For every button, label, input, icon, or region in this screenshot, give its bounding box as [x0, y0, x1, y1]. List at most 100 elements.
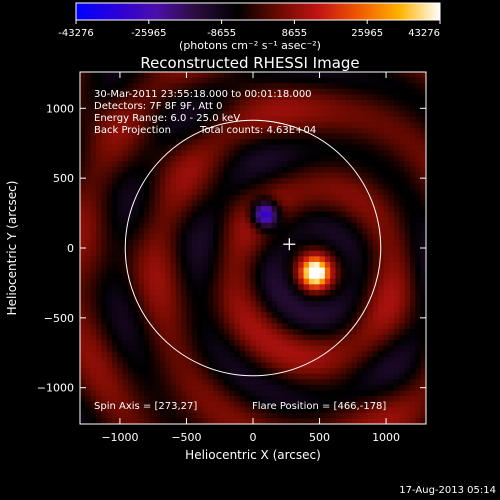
- heatmap-cell: [170, 166, 177, 174]
- heatmap-cell: [420, 289, 426, 297]
- heatmap-cell: [319, 122, 326, 129]
- heatmap-cell: [101, 144, 108, 151]
- heatmap-cell: [383, 390, 390, 397]
- heatmap-cell: [218, 340, 225, 347]
- heatmap-cell: [330, 250, 337, 257]
- heatmap-cell: [239, 111, 246, 118]
- heatmap-cell: [229, 111, 235, 118]
- heatmap-cell: [170, 295, 177, 302]
- heatmap-cell: [420, 122, 426, 129]
- heatmap-cell: [175, 312, 182, 319]
- heatmap-cell: [170, 150, 177, 157]
- heatmap-cell: [388, 139, 395, 146]
- heatmap-cell: [399, 239, 406, 246]
- heatmap-cell: [351, 200, 358, 207]
- heatmap-cell: [186, 161, 193, 168]
- heatmap-cell: [202, 306, 209, 313]
- heatmap-cell: [276, 345, 283, 352]
- heatmap-cell: [271, 77, 278, 84]
- heatmap-cell: [346, 356, 353, 364]
- heatmap-cell: [319, 273, 326, 280]
- heatmap-cell: [335, 407, 342, 414]
- heatmap-cell: [410, 278, 416, 285]
- heatmap-cell: [223, 256, 230, 263]
- heatmap-cell: [181, 396, 188, 403]
- heatmap-cell: [80, 144, 86, 151]
- heatmap-cell: [255, 418, 262, 424]
- heatmap-cell: [117, 278, 124, 285]
- heatmap-cell: [410, 356, 416, 364]
- heatmap-cell: [90, 362, 97, 369]
- heatmap-cell: [143, 150, 150, 157]
- heatmap-cell: [250, 329, 257, 336]
- heatmap-cell: [276, 144, 283, 151]
- heatmap-cell: [298, 206, 305, 213]
- heatmap-cell: [223, 390, 230, 397]
- heatmap-cell: [319, 301, 326, 308]
- heatmap-cell: [399, 418, 406, 424]
- heatmap-cell: [319, 161, 326, 168]
- heatmap-cell: [319, 312, 326, 319]
- heatmap-cell: [138, 183, 145, 190]
- heatmap-cell: [271, 256, 278, 263]
- heatmap-cell: [234, 111, 241, 118]
- heatmap-cell: [138, 368, 145, 375]
- heatmap-cell: [133, 312, 140, 319]
- heatmap-cell: [314, 256, 321, 263]
- heatmap-cell: [143, 384, 150, 392]
- heatmap-cell: [410, 256, 416, 263]
- heatmap-cell: [415, 267, 422, 274]
- heatmap-cell: [95, 133, 102, 140]
- heatmap-cell: [223, 301, 230, 308]
- heatmap-cell: [186, 178, 193, 185]
- heatmap-cell: [303, 323, 310, 330]
- heatmap-cell: [218, 105, 225, 112]
- heatmap-cell: [308, 172, 315, 179]
- heatmap-cell: [388, 206, 395, 213]
- heatmap-cell: [335, 317, 342, 325]
- heatmap-cell: [378, 295, 385, 302]
- heatmap-cell: [197, 133, 204, 140]
- heatmap-cell: [229, 161, 235, 168]
- heatmap-cell: [213, 245, 219, 252]
- heatmap-cell: [90, 183, 97, 190]
- heatmap-cell: [266, 217, 273, 224]
- heatmap-cell: [378, 373, 385, 380]
- heatmap-cell: [197, 362, 204, 369]
- heatmap-cell: [170, 267, 177, 274]
- heatmap-cell: [271, 161, 278, 168]
- heatmap-cell: [213, 189, 219, 196]
- heatmap-cell: [356, 139, 363, 146]
- heatmap-cell: [175, 161, 182, 168]
- heatmap-cell: [111, 166, 118, 174]
- heatmap-cell: [335, 183, 342, 190]
- heatmap-cell: [202, 356, 209, 364]
- heatmap-cell: [367, 396, 374, 403]
- heatmap-cell: [186, 150, 193, 157]
- heatmap-cell: [165, 334, 172, 341]
- heatmap-cell: [80, 407, 86, 414]
- heatmap-cell: [95, 211, 102, 218]
- heatmap-cell: [308, 111, 315, 118]
- heatmap-cell: [378, 228, 385, 235]
- heatmap-cell: [346, 127, 353, 135]
- heatmap-cell: [101, 250, 108, 257]
- heatmap-cell: [372, 396, 379, 403]
- heatmap-cell: [319, 206, 326, 213]
- heatmap-cell: [181, 323, 188, 330]
- heatmap-cell: [410, 368, 416, 375]
- heatmap-cell: [266, 206, 273, 213]
- heatmap-cell: [85, 412, 92, 420]
- heatmap-cell: [159, 155, 166, 162]
- heatmap-cell: [287, 178, 294, 185]
- heatmap-cell: [324, 217, 331, 224]
- heatmap-cell: [314, 245, 321, 252]
- heatmap-cell: [111, 317, 118, 325]
- heatmap-cell: [207, 340, 214, 347]
- heatmap-cell: [80, 150, 86, 157]
- heatmap-cell: [367, 83, 374, 90]
- heatmap-cell: [276, 323, 283, 330]
- heatmap-cell: [122, 284, 129, 291]
- heatmap-cell: [213, 289, 219, 297]
- heatmap-cell: [383, 340, 390, 347]
